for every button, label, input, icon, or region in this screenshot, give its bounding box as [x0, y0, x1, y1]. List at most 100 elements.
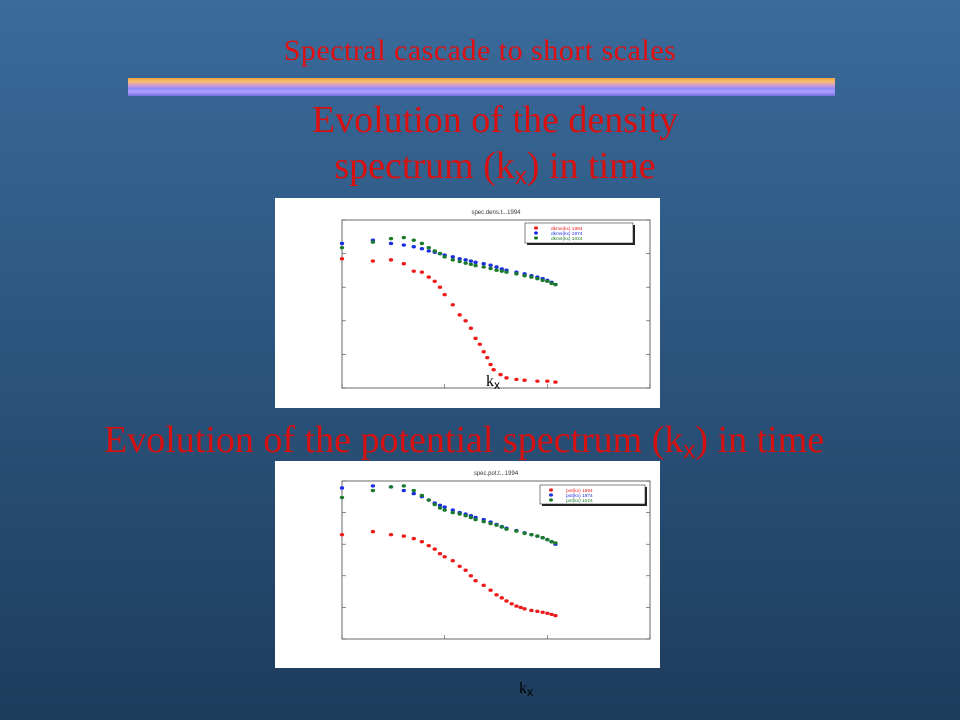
data-point-2	[463, 261, 468, 265]
data-point-0	[388, 532, 394, 537]
data-point-0	[488, 362, 493, 367]
data-point-2	[339, 245, 345, 250]
data-point-0	[411, 536, 416, 541]
data-point-0	[437, 285, 443, 289]
data-point-0	[468, 326, 474, 330]
data-point-0	[488, 588, 493, 592]
density-heading: Evolution of the density spectrum (kx) i…	[0, 98, 960, 191]
legend-label: dkms(kx) 1024	[551, 236, 583, 242]
legend-label: dkms(kx) 1974	[551, 231, 583, 237]
data-point-0	[529, 608, 534, 613]
data-point-0	[498, 372, 503, 377]
data-point-2	[457, 512, 462, 516]
data-point-0	[540, 610, 545, 614]
data-point-2	[437, 506, 443, 510]
data-point-2	[411, 488, 416, 493]
potential-heading: Evolution of the potential spectrum (kx)…	[104, 418, 824, 466]
plot-frame	[341, 219, 651, 389]
data-point-0	[481, 350, 486, 354]
data-point-2	[549, 281, 554, 286]
data-point-0	[388, 258, 394, 262]
data-point-1	[426, 249, 431, 253]
data-point-2	[535, 534, 540, 538]
data-point-0	[473, 336, 478, 341]
data-point-1	[463, 258, 468, 262]
data-point-2	[473, 263, 478, 268]
legend-marker	[534, 236, 538, 240]
data-point-0	[553, 380, 558, 384]
data-point-1	[339, 241, 345, 246]
data-point-2	[419, 241, 425, 246]
data-point-2	[468, 262, 474, 267]
data-point-2	[514, 272, 519, 276]
data-point-0	[450, 559, 455, 563]
data-point-0	[370, 259, 376, 263]
data-point-1	[411, 491, 416, 496]
data-point-0	[457, 564, 462, 568]
data-point-2	[473, 517, 478, 522]
data-point-2	[437, 251, 443, 256]
data-point-0	[549, 612, 554, 617]
data-point-0	[514, 377, 519, 382]
data-point-2	[549, 539, 554, 544]
data-point-0	[450, 303, 455, 307]
data-point-0	[339, 532, 345, 537]
data-point-0	[477, 342, 483, 346]
data-point-0	[401, 534, 407, 538]
density-kx-sub: x	[494, 378, 500, 392]
data-point-2	[553, 541, 558, 545]
data-point-2	[411, 238, 416, 242]
data-point-2	[494, 268, 499, 272]
data-point-1	[488, 263, 493, 267]
legend-marker	[549, 498, 553, 502]
data-point-0	[535, 379, 540, 383]
data-point-0	[494, 593, 499, 597]
data-point-0	[426, 543, 431, 548]
legend-label: pot(kx) 1024	[566, 498, 593, 504]
title-divider-rule	[128, 78, 835, 96]
data-point-0	[401, 262, 407, 266]
data-point-2	[370, 240, 376, 244]
data-point-2	[450, 258, 455, 262]
density-heading-subscript: x	[514, 162, 527, 190]
data-point-1	[473, 260, 478, 265]
data-point-0	[504, 376, 509, 380]
data-point-2	[514, 529, 519, 533]
data-point-1	[388, 241, 394, 246]
legend-label: pot(kx) 1974	[566, 493, 593, 499]
data-point-0	[419, 539, 425, 544]
data-point-2	[457, 259, 462, 264]
data-point-1	[468, 259, 474, 263]
data-point-1	[339, 486, 345, 490]
data-point-0	[442, 292, 447, 297]
data-point-0	[432, 279, 437, 283]
data-point-1	[457, 257, 462, 261]
data-point-1	[411, 245, 416, 249]
density-heading-line2-post: ) in time	[526, 144, 656, 187]
data-point-0	[426, 275, 431, 279]
data-point-2	[442, 508, 447, 512]
data-point-2	[535, 276, 540, 281]
density-heading-line1: Evolution of the density	[311, 99, 679, 141]
data-point-2	[494, 523, 499, 527]
data-point-2	[401, 484, 407, 488]
data-point-2	[426, 498, 431, 502]
data-point-1	[419, 246, 425, 251]
data-point-2	[540, 536, 545, 540]
data-point-1	[370, 484, 376, 488]
potential-heading-post: ) in time	[695, 419, 825, 461]
plot-frame	[341, 480, 651, 640]
data-point-0	[514, 604, 519, 608]
data-point-2	[450, 510, 455, 515]
data-point-0	[553, 613, 558, 618]
slide-title: Spectral cascade to short scales	[283, 34, 677, 67]
data-point-2	[488, 521, 493, 526]
data-point-2	[370, 488, 376, 493]
data-point-2	[540, 278, 545, 283]
data-point-2	[488, 266, 493, 271]
data-point-1	[450, 508, 455, 512]
data-point-0	[370, 529, 376, 534]
data-point-0	[419, 270, 425, 274]
data-point-0	[499, 596, 504, 600]
